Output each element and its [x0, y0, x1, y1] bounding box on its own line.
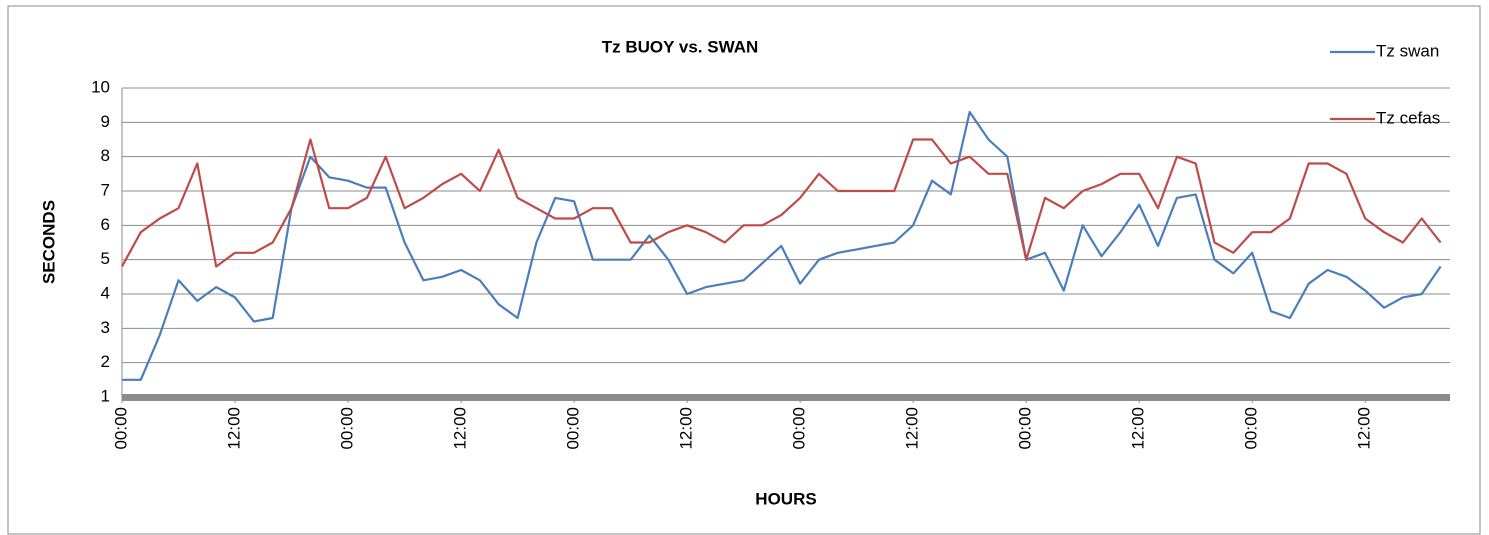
x-tick-label: 00:00 [338, 407, 357, 450]
x-tick-label: 12:00 [1129, 407, 1148, 450]
x-tick-label: 00:00 [790, 407, 809, 450]
chart-title: Tz BUOY vs. SWAN [602, 37, 759, 56]
legend-label: Tz swan [1376, 41, 1439, 60]
y-tick-label: 4 [101, 283, 110, 302]
y-axis-label: SECONDS [39, 200, 58, 284]
chart-frame [7, 5, 1481, 535]
y-tick-label: 7 [101, 180, 110, 199]
y-tick-label: 9 [101, 112, 110, 131]
x-tick-label: 00:00 [1016, 407, 1035, 450]
y-tick-label: 6 [101, 215, 110, 234]
x-tick-label: 12:00 [677, 407, 696, 450]
series-line [122, 110, 1442, 381]
y-tick-label: 5 [101, 249, 110, 268]
x-axis [122, 394, 1450, 401]
x-tick-label: 12:00 [451, 407, 470, 450]
y-tick-label: 2 [101, 352, 110, 371]
y-tick-label: 10 [91, 77, 110, 96]
y-tick-label: 3 [101, 318, 110, 337]
x-tick-label: 12:00 [903, 407, 922, 450]
x-axis-label: HOURS [755, 489, 816, 508]
series-line [121, 138, 1442, 268]
x-tick-label: 00:00 [564, 407, 583, 450]
x-tick-label: 12:00 [225, 407, 244, 450]
y-tick-label: 1 [101, 386, 110, 405]
x-tick-label: 12:00 [1355, 407, 1374, 450]
x-tick-label: 00:00 [111, 407, 130, 450]
x-tick-label: 00:00 [1242, 407, 1261, 450]
y-tick-label: 8 [101, 146, 110, 165]
legend-label: Tz cefas [1376, 108, 1440, 127]
